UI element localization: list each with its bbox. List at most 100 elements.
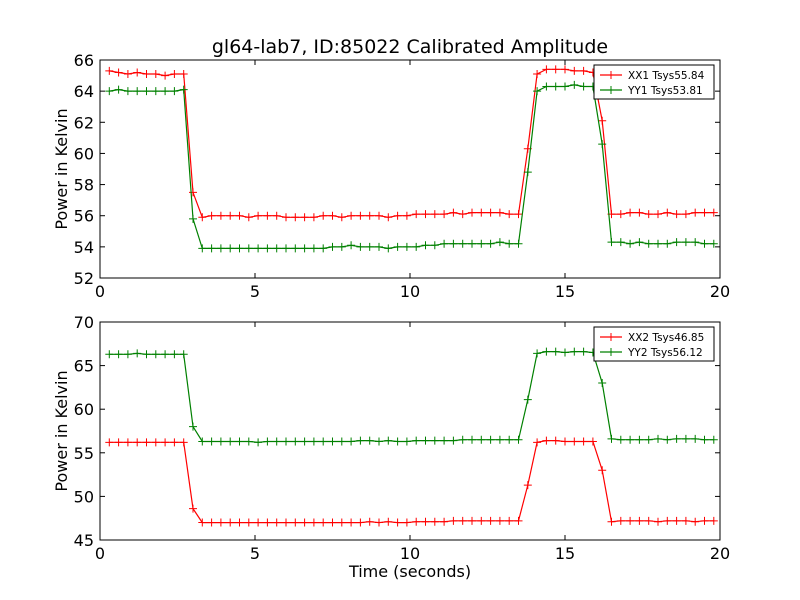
data-point — [672, 210, 681, 219]
data-point — [384, 436, 393, 445]
data-point — [486, 435, 495, 444]
data-point — [244, 213, 253, 222]
data-point — [161, 438, 170, 447]
data-point — [402, 211, 411, 220]
data-point — [607, 517, 616, 526]
legend-swatch-marker — [607, 71, 615, 79]
data-point — [598, 116, 607, 125]
y-tick-label: 60 — [74, 144, 94, 163]
data-point — [626, 208, 635, 217]
data-point — [328, 437, 337, 446]
data-point — [235, 518, 244, 527]
data-point — [198, 437, 207, 446]
data-point — [235, 211, 244, 220]
x-tick-label: 20 — [710, 282, 730, 301]
y-tick-label: 56 — [74, 207, 94, 226]
data-point — [328, 242, 337, 251]
data-point — [384, 213, 393, 222]
data-point — [458, 239, 467, 248]
data-point — [105, 350, 114, 359]
data-point — [458, 516, 467, 525]
y-tick-label: 62 — [74, 113, 94, 132]
data-point — [644, 516, 653, 525]
data-point — [449, 208, 458, 217]
data-point — [375, 211, 383, 220]
data-point — [644, 210, 653, 219]
data-point — [468, 208, 476, 217]
data-point — [105, 66, 114, 75]
data-point — [263, 518, 272, 527]
data-point — [495, 435, 504, 444]
data-point — [579, 347, 588, 356]
data-point — [681, 434, 690, 443]
legend-entry-label: YY1 Tsys53.81 — [627, 85, 703, 97]
data-point — [309, 213, 318, 222]
data-point — [505, 516, 514, 525]
data-point — [523, 395, 532, 404]
data-point — [579, 437, 588, 446]
data-point — [226, 518, 235, 527]
data-point — [328, 518, 337, 527]
data-point — [709, 239, 718, 248]
data-point — [430, 210, 439, 219]
data-point — [272, 211, 281, 220]
data-point — [114, 68, 123, 77]
data-point — [142, 438, 151, 447]
data-point — [505, 435, 514, 444]
data-point — [514, 516, 523, 525]
data-point — [700, 239, 709, 248]
data-point — [551, 436, 560, 445]
data-point — [337, 437, 346, 446]
data-point — [235, 437, 244, 446]
data-point — [542, 65, 551, 74]
data-point — [254, 438, 263, 447]
axes-frame — [99, 321, 721, 541]
data-point — [207, 244, 216, 253]
data-point — [161, 71, 170, 80]
data-point — [458, 210, 467, 219]
data-point — [412, 517, 421, 526]
data-point — [607, 434, 616, 443]
legend-box — [593, 64, 715, 100]
data-point — [681, 238, 690, 247]
data-point — [514, 210, 523, 219]
data-point — [533, 87, 542, 96]
y-tick-label: 55 — [74, 444, 94, 463]
y-tick-label: 52 — [74, 269, 94, 288]
data-point — [412, 210, 421, 219]
data-point — [319, 437, 328, 446]
data-point — [616, 238, 625, 247]
data-point — [495, 208, 504, 217]
data-point — [421, 241, 430, 250]
data-point — [570, 66, 579, 75]
data-point — [142, 70, 151, 79]
data-point — [672, 238, 681, 247]
legend-entry-label: YY2 Tsys56.12 — [627, 347, 703, 359]
data-point — [337, 213, 346, 222]
data-point — [421, 436, 430, 445]
data-point — [375, 242, 383, 251]
data-point — [449, 436, 458, 445]
data-point — [421, 210, 430, 219]
data-point — [384, 517, 393, 526]
data-point — [458, 435, 467, 444]
data-point — [151, 350, 160, 359]
data-point — [189, 214, 197, 223]
data-point — [430, 241, 439, 250]
y-tick-label: 65 — [74, 357, 94, 376]
data-point — [207, 437, 216, 446]
data-point — [393, 518, 402, 527]
data-point — [347, 241, 356, 250]
data-point — [263, 244, 272, 253]
data-point — [272, 518, 281, 527]
data-point — [356, 211, 365, 220]
legend: XX1 Tsys55.84 YY1 Tsys53.81 — [593, 64, 715, 100]
data-point — [579, 82, 588, 91]
y-tick-label: 66 — [74, 51, 94, 70]
data-point — [486, 208, 495, 217]
data-point — [616, 516, 625, 525]
data-point — [244, 437, 253, 446]
data-point — [402, 437, 411, 446]
